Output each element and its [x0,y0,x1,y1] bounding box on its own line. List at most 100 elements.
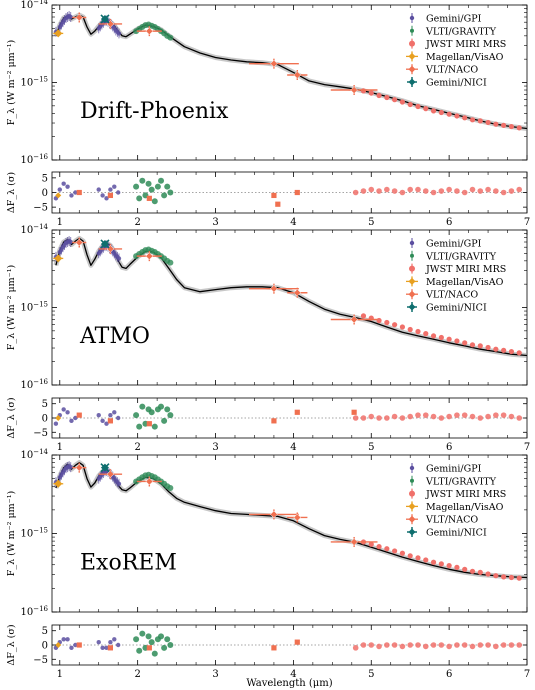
residual-panel-1: −5 0 5 1 2 3 4 5 6 7 ΔF_λ (σ) [6,171,530,228]
gravity-residual [148,639,155,646]
gpi-residual [61,407,66,412]
gpi-residual [104,421,109,426]
jwst-residual [461,642,468,648]
miri-point [469,568,476,574]
spectrum-panel-2: 10−16 10−15 10−14 F_λ (W m⁻² μm⁻¹) ATMO Gemin… [6,223,528,391]
miri-point [493,121,499,127]
gravity-residual [161,417,168,424]
gravity-residual [164,406,171,413]
gravity-residual [164,183,171,190]
jwst-residual [407,413,413,420]
gravity-residual [167,642,174,648]
x-tick-label: 4 [290,217,296,228]
legend-marker [409,15,415,21]
jwst-residual [391,642,398,648]
legend-entry: JWST MIRI MRS [409,263,506,275]
gpi-residual [112,410,117,415]
gpi-residual [69,645,74,651]
jwst-residual [422,188,429,194]
gravity-residual [139,630,146,637]
gpi-residual [108,639,113,645]
miri-point [376,544,382,550]
jwst-residual [384,186,390,193]
legend-entry: Gemini/NICI [407,302,487,314]
gpi-residual [100,645,105,651]
gpi-residual [73,642,78,648]
jwst-residual [407,642,413,648]
miri-point [360,88,367,94]
miri-point [462,566,468,572]
jwst-residual [516,186,523,193]
jwst-residual [508,642,515,648]
legend-entry: Magellan/VisAO [406,276,504,288]
miri-point [368,541,374,547]
gpi-residual [65,637,70,642]
y-tick-label: 10−14 [20,448,48,461]
miri-point [493,573,499,579]
jwst-residual [368,642,375,648]
gravity-residual [133,183,140,190]
jwst-residual [430,642,437,648]
miri-point [423,106,429,112]
y-tick-label: 10−16 [20,378,48,391]
jwst-residual [376,188,382,194]
jwst-residual [477,188,484,194]
miri-point [462,340,468,346]
jwst-residual [469,413,476,420]
jwst-residual [516,642,523,648]
legend-label: VLT/NACO [425,290,478,301]
visao-point [54,29,63,38]
y-axis-label: F_λ (W m⁻² μm⁻¹) [6,491,17,576]
jwst-residual [461,189,468,196]
legend-marker [409,265,415,272]
jwst-residual [508,413,515,420]
jwst-residual [438,415,445,421]
gpi-point [68,464,73,470]
miri-point [415,328,421,335]
jwst-residual [399,643,406,650]
miri-point [407,553,413,559]
naco-residual [107,192,114,199]
y-tick-label: 5 [42,626,48,637]
gravity-residual [158,177,165,184]
naco-residual [294,189,300,196]
legend-marker [410,478,414,483]
gravity-residual [136,647,143,654]
nici-point [100,239,109,248]
y-tick-label: 10−16 [20,153,48,166]
gpi-residual [73,415,78,421]
miri-point [485,571,491,577]
naco-residual [146,195,152,201]
jwst-residual [368,186,375,193]
gravity-residual [151,650,158,657]
y-tick-label: 10−15 [20,301,48,314]
miri-point [462,115,468,121]
jwst-residual [493,412,499,418]
naco-point [75,238,84,247]
gpi-point [68,239,73,245]
naco-point [350,538,358,546]
residual-y-label: ΔF_λ (σ) [6,172,17,213]
gpi-residual [100,418,105,424]
residual-y-label: ΔF_λ (σ) [6,624,17,665]
legend-marker [408,515,416,523]
miri-point [446,111,452,117]
jwst-residual [508,188,515,194]
gpi-point [68,14,73,20]
model-name-label: Drift-Phoenix [80,99,229,124]
jwst-residual [454,412,460,418]
jwst-residual [399,415,406,421]
gpi-residual [57,187,62,192]
gravity-residual [148,186,155,193]
gpi-residual [100,193,105,198]
gravity-residual [167,412,174,419]
gpi-residual [69,418,74,424]
gpi-residual [115,415,121,421]
legend-entry: Gemini/GPI [409,13,482,25]
miri-point [399,324,406,330]
miri-point [501,347,507,353]
x-tick-label: 7 [524,669,530,680]
model-spectrum-line [55,237,527,357]
naco-residual [294,409,300,415]
